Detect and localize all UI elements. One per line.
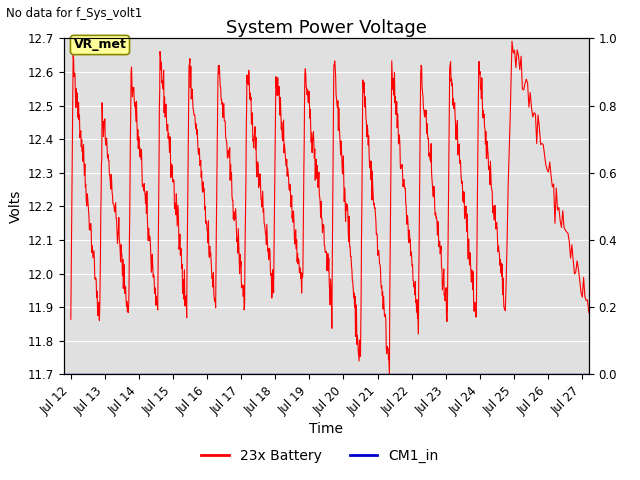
Legend: 23x Battery, CM1_in: 23x Battery, CM1_in (196, 443, 444, 468)
23x Battery (273, 93, 281, 98)
23x Battery (267, 268, 275, 274)
X-axis label: Time: Time (309, 422, 344, 436)
23x Battery (67, 316, 75, 322)
Line: 23x Battery: 23x Battery (71, 41, 589, 374)
23x Battery (585, 310, 593, 315)
23x Battery (436, 251, 444, 257)
23x Battery (388, 72, 396, 78)
Y-axis label: Volts: Volts (8, 190, 22, 223)
23x Battery (508, 38, 516, 44)
Text: VR_met: VR_met (74, 38, 127, 51)
Title: System Power Voltage: System Power Voltage (226, 19, 427, 37)
23x Battery (447, 75, 455, 81)
23x Battery (386, 372, 394, 377)
23x Battery (212, 305, 220, 311)
Text: No data for f_Sys_volt1: No data for f_Sys_volt1 (6, 7, 143, 20)
